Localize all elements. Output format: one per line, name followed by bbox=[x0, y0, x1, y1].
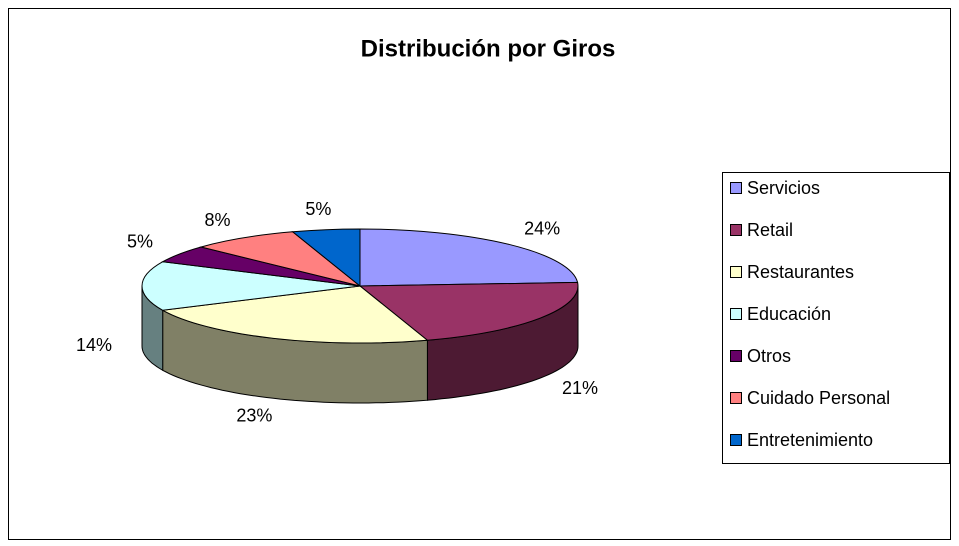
legend-swatch bbox=[730, 308, 742, 320]
data-label: 8% bbox=[204, 210, 230, 230]
legend-swatch bbox=[730, 224, 742, 236]
legend-swatch bbox=[730, 182, 742, 194]
legend-label: Educación bbox=[747, 304, 831, 324]
legend-swatch bbox=[730, 266, 742, 278]
legend-swatch bbox=[730, 434, 742, 446]
chart-title: Distribución por Giros bbox=[361, 35, 616, 62]
legend-swatch bbox=[730, 350, 742, 362]
legend-label: Restaurantes bbox=[747, 262, 854, 282]
pie-slice bbox=[161, 285, 429, 344]
legend-box bbox=[722, 172, 950, 464]
data-label: 5% bbox=[305, 199, 331, 219]
legend-label: Servicios bbox=[747, 178, 820, 198]
legend-label: Entretenimiento bbox=[747, 430, 873, 450]
data-label: 21% bbox=[562, 378, 598, 398]
data-label: 5% bbox=[127, 231, 153, 251]
data-label: 14% bbox=[76, 335, 112, 355]
legend-label: Cuidado Personal bbox=[747, 388, 890, 408]
legend-swatch bbox=[730, 392, 742, 404]
data-label: 24% bbox=[524, 219, 560, 239]
pie-slice bbox=[199, 231, 361, 287]
pie-slice bbox=[359, 228, 579, 287]
pie-slice bbox=[141, 261, 361, 311]
legend-label: Otros bbox=[747, 346, 791, 366]
pie-slice bbox=[291, 228, 361, 288]
pie-slice bbox=[358, 281, 579, 341]
data-label: 23% bbox=[236, 405, 272, 425]
legend-label: Retail bbox=[747, 220, 793, 240]
